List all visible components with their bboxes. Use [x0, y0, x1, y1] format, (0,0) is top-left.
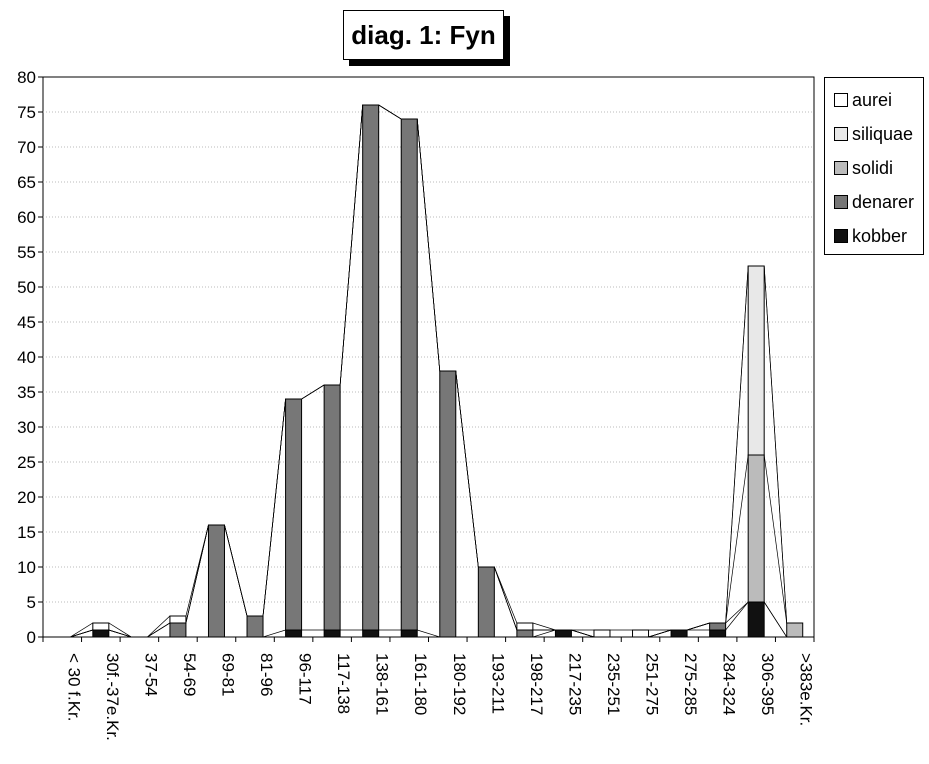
bar-denarer: [400, 118, 418, 631]
plot-area: [42, 76, 815, 638]
bar-siliquae: [747, 265, 765, 456]
bar-denarer: [323, 384, 341, 631]
bar-aurei: [92, 622, 110, 631]
bar-kobber: [554, 629, 572, 638]
y-tick-label: 50: [17, 278, 36, 297]
y-tick-label: 80: [17, 68, 36, 87]
x-tick-label: 306-395: [758, 653, 777, 715]
x-tick-label: 284-324: [720, 653, 739, 715]
bar-denarer: [169, 622, 187, 638]
bar-aurei: [516, 622, 534, 631]
bar-kobber: [709, 629, 727, 638]
y-tick-label: 25: [17, 453, 36, 472]
x-tick-label: 180-192: [450, 653, 469, 715]
bar-denarer: [477, 566, 495, 638]
bar-solidi: [747, 454, 765, 603]
x-tick-label: 96-117: [296, 653, 315, 705]
y-tick-label: 45: [17, 313, 36, 332]
y-tick-label: 35: [17, 383, 36, 402]
x-tick-label: 193-211: [488, 653, 507, 714]
x-tick-label: 81-96: [257, 653, 276, 696]
x-tick-label: 138-161: [373, 653, 392, 715]
x-tick-label: 37-54: [141, 653, 160, 696]
y-tick-label: 70: [17, 138, 36, 157]
legend-swatch-denarer: [834, 195, 848, 209]
x-tick-label: 30f.-37e.Kr.: [103, 653, 122, 741]
bar-denarer: [439, 370, 457, 638]
legend-item-siliquae: siliquae: [825, 117, 923, 151]
bar-kobber: [670, 629, 688, 638]
bar-aurei: [169, 615, 187, 624]
y-tick-label: 10: [17, 558, 36, 577]
legend-item-aurei: aurei: [825, 83, 923, 117]
legend-swatch-aurei: [834, 93, 848, 107]
chart-legend: aurei siliquae solidi denarer kobber: [824, 77, 924, 255]
bar-kobber: [362, 629, 380, 638]
bar-aurei: [632, 629, 650, 638]
y-tick-label: 75: [17, 103, 36, 122]
legend-label: aurei: [852, 89, 893, 110]
legend-item-kobber: kobber: [825, 219, 923, 253]
x-tick-label: 251-275: [643, 653, 662, 715]
bar-denarer: [709, 622, 727, 631]
y-tick-label: 30: [17, 418, 36, 437]
bar-denarer: [285, 398, 303, 631]
bar-denarer: [516, 629, 534, 638]
y-tick-label: 20: [17, 488, 36, 507]
bar-kobber: [92, 629, 110, 638]
legend-label: solidi: [852, 157, 894, 178]
legend-item-solidi: solidi: [825, 151, 923, 185]
x-tick-label: 235-251: [604, 653, 623, 715]
y-tick-label: 65: [17, 173, 36, 192]
x-tick-label: 161-180: [411, 653, 430, 715]
legend-label: siliquae: [852, 123, 914, 144]
bar-denarer: [362, 104, 380, 631]
x-tick-label: >383e.Kr.: [797, 653, 816, 726]
bar-kobber: [400, 629, 418, 638]
x-tick-label: 217-235: [565, 653, 584, 715]
legend-label: denarer: [852, 191, 915, 212]
x-tick-label: 69-81: [218, 653, 237, 696]
x-tick-label: 198-217: [527, 653, 546, 715]
legend-swatch-solidi: [834, 161, 848, 175]
y-tick-label: 60: [17, 208, 36, 227]
x-tick-label: 54-69: [180, 653, 199, 696]
x-tick-label: 275-285: [681, 653, 700, 715]
y-tick-label: 0: [27, 628, 36, 647]
y-tick-label: 15: [17, 523, 36, 542]
legend-item-denarer: denarer: [825, 185, 923, 219]
chart-title-box: diag. 1: Fyn: [343, 10, 504, 60]
legend-swatch-kobber: [834, 229, 848, 243]
legend-swatch-siliquae: [834, 127, 848, 141]
bar-denarer: [207, 524, 225, 638]
bar-kobber: [285, 629, 303, 638]
bar-kobber: [747, 601, 765, 638]
x-tick-label: 117-138: [334, 653, 353, 714]
y-tick-label: 55: [17, 243, 36, 262]
y-tick-label: 5: [27, 593, 36, 612]
chart-title: diag. 1: Fyn: [351, 19, 496, 50]
bar-denarer: [246, 615, 264, 638]
x-tick-label: < 30 f.Kr.: [64, 653, 83, 722]
y-tick-label: 40: [17, 348, 36, 367]
legend-label: kobber: [852, 225, 908, 246]
bar-aurei: [593, 629, 611, 638]
bar-kobber: [323, 629, 341, 638]
bar-solidi: [786, 622, 804, 638]
